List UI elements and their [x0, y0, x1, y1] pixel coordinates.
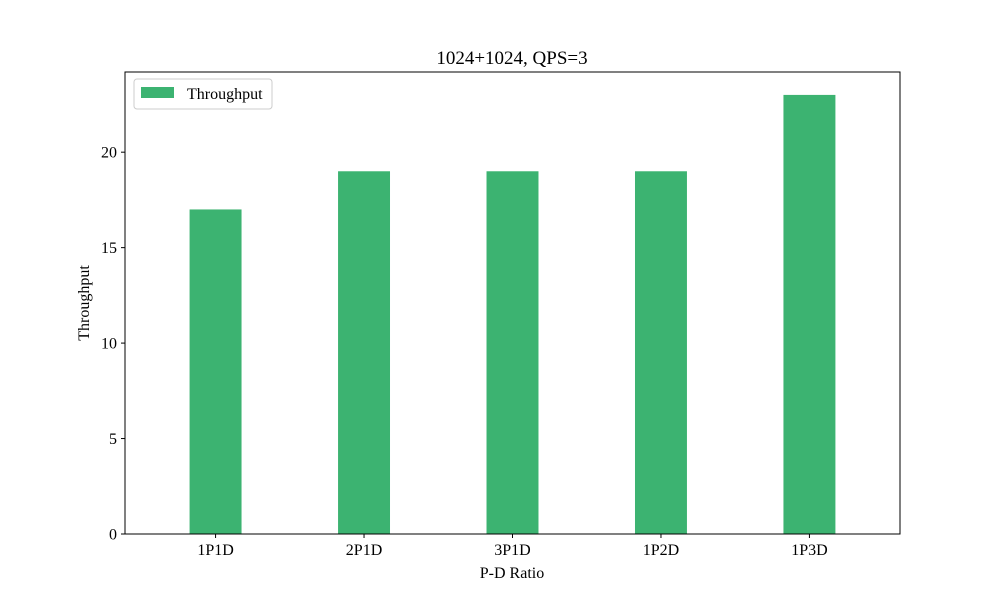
chart-title: 1024+1024, QPS=3	[436, 48, 587, 69]
bar-series	[189, 94, 836, 534]
y-tick-label: 0	[109, 527, 117, 544]
legend-swatch	[141, 87, 174, 98]
y-axis: 0 5 10 15 20	[101, 145, 125, 544]
y-tick-label: 5	[109, 431, 117, 448]
x-tick-label: 3P1D	[494, 542, 530, 559]
plot-frame	[124, 71, 901, 535]
legend-frame	[133, 78, 273, 110]
legend-label: Throughput	[187, 86, 263, 103]
x-tick-label: 1P1D	[197, 542, 233, 559]
bar-1p3d	[783, 94, 836, 534]
bar-1p2d	[634, 171, 687, 534]
y-axis-title: Throughput	[76, 265, 93, 341]
x-tick-label: 1P3D	[791, 542, 827, 559]
bar-2p1d	[338, 171, 391, 534]
bar-3p1d	[486, 171, 539, 534]
y-tick-label: 10	[101, 336, 117, 353]
legend: Throughput	[133, 78, 273, 110]
x-axis: 1P1D 2P1D 3P1D 1P2D 1P3D	[197, 534, 828, 559]
x-axis-title: P-D Ratio	[480, 565, 544, 582]
bar-1p1d	[189, 209, 242, 534]
y-tick-label: 20	[101, 145, 117, 162]
x-tick-label: 1P2D	[643, 542, 679, 559]
y-tick-label: 15	[101, 240, 117, 257]
x-tick-label: 2P1D	[346, 542, 382, 559]
